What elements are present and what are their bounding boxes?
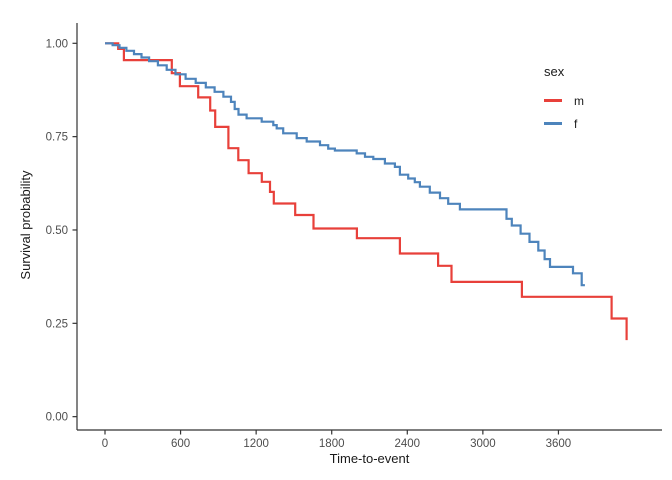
legend-title: sex (544, 64, 565, 79)
legend: sex m f (544, 64, 584, 135)
x-tick-label: 3000 (470, 438, 496, 450)
x-tick-label: 2400 (394, 438, 420, 450)
legend-line-swatch-m (544, 99, 562, 102)
y-tick-label: 0.50 (46, 225, 68, 237)
x-tick-label: 1800 (319, 438, 345, 450)
y-tick-label: 1.00 (46, 38, 68, 50)
x-tick-label: 3600 (546, 438, 572, 450)
y-tick-label: 0.25 (46, 318, 68, 330)
legend-label-m: m (574, 93, 584, 108)
y-tick-label: 0.75 (46, 132, 68, 144)
legend-item-f: f (544, 112, 584, 135)
survival-curve-f (105, 42, 585, 287)
legend-line-swatch-f (544, 122, 562, 125)
y-tick-label: 0.00 (46, 412, 68, 424)
x-axis-title: Time-to-event (329, 451, 410, 466)
x-tick-label: 0 (102, 438, 108, 450)
x-tick-label: 600 (171, 438, 190, 450)
x-tick-label: 1200 (243, 438, 269, 450)
legend-label-f: f (574, 116, 578, 131)
survival-curve-m (105, 42, 628, 341)
legend-item-m: m (544, 89, 584, 112)
y-axis-title: Survival probability (18, 170, 33, 280)
